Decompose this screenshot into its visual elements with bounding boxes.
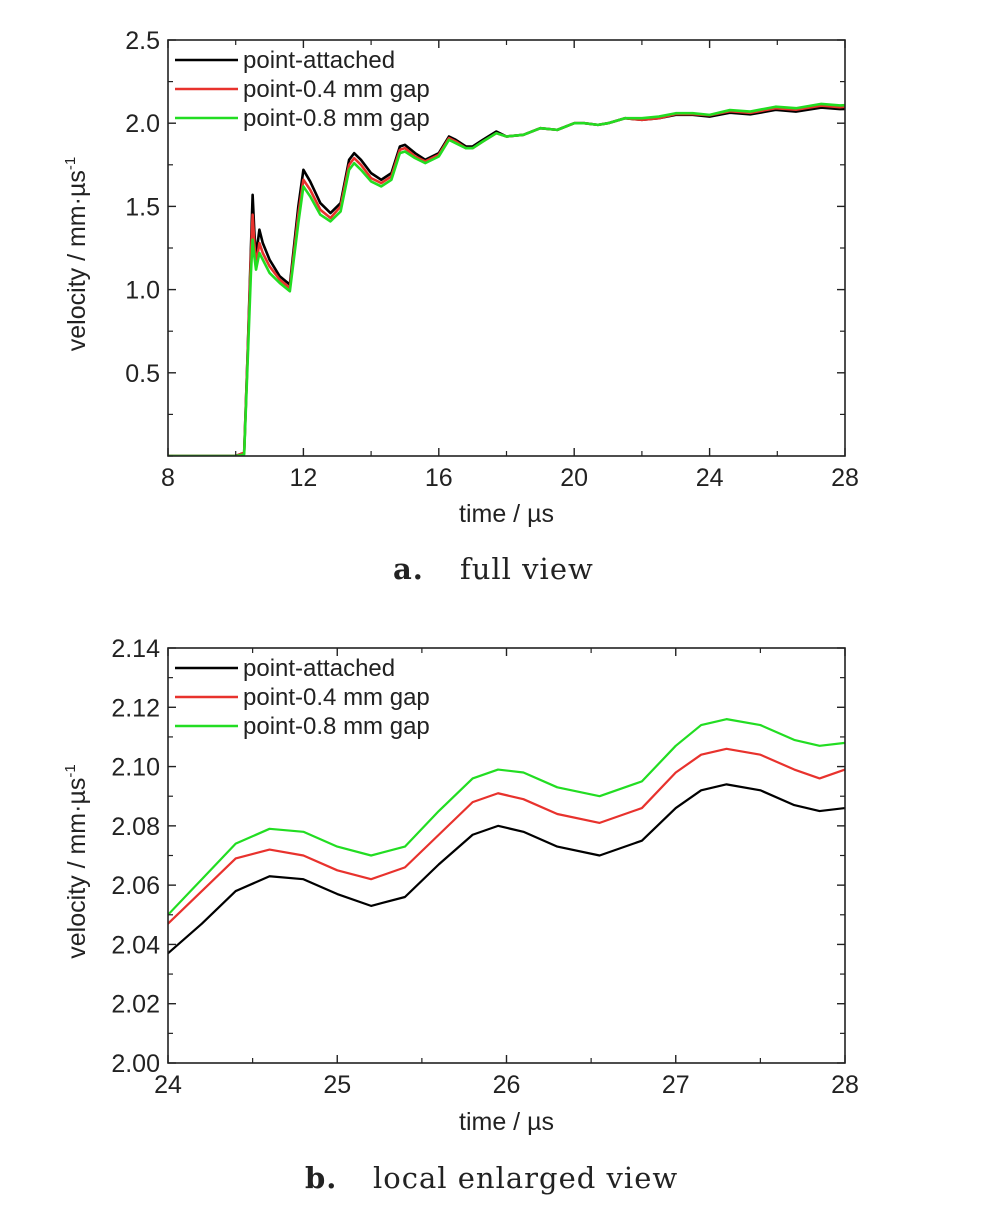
chart-b: 24 25 26 27 28 2.00 2.02 2.04 2.06 2.08 2.10 2.12 2.… bbox=[62, 635, 859, 1195]
x-tick-label: 24 bbox=[154, 1071, 182, 1099]
y-axis-title-main: velocity / mm·µs bbox=[63, 778, 91, 959]
y-tick-label: 2.12 bbox=[111, 694, 160, 722]
chart-a: 8 12 16 20 24 28 0.5 1.0 1.5 2.0 2.5 time / µs veloc… bbox=[62, 27, 859, 586]
x-tick-label: 26 bbox=[493, 1071, 521, 1099]
x-tick-label: 28 bbox=[831, 1071, 859, 1099]
x-tick-label: 12 bbox=[289, 464, 317, 492]
x-tick-label: 16 bbox=[425, 464, 453, 492]
series-group bbox=[168, 718, 845, 955]
series-line-1 bbox=[168, 106, 845, 456]
y-tick-label: 2.02 bbox=[111, 991, 160, 1019]
caption-letter: b. bbox=[305, 1161, 337, 1195]
y-tick-label: 2.06 bbox=[111, 872, 160, 900]
y-tick-label: 2.5 bbox=[125, 27, 160, 55]
legend-label-1: point-attached bbox=[243, 47, 395, 74]
y-axis-title: velocity / mm·µs-1 bbox=[62, 764, 91, 958]
legend-label-2: point-0.4 mm gap bbox=[243, 684, 430, 711]
x-tick-label: 28 bbox=[831, 464, 859, 492]
series-line-3 bbox=[168, 102, 845, 456]
x-tick-label: 24 bbox=[696, 464, 724, 492]
x-tick-label: 27 bbox=[662, 1071, 690, 1099]
series-line-1 bbox=[168, 783, 845, 955]
legend-label-2: point-0.4 mm gap bbox=[243, 76, 430, 103]
legend-label-3: point-0.8 mm gap bbox=[243, 105, 430, 132]
x-tick-label: 20 bbox=[560, 464, 588, 492]
x-axis-title: time / µs bbox=[459, 1108, 554, 1136]
y-tick-label: 2.14 bbox=[111, 635, 160, 663]
series-group bbox=[168, 102, 845, 456]
caption-letter: a. bbox=[393, 552, 424, 586]
y-tick-label: 2.00 bbox=[111, 1050, 160, 1078]
y-tick-label: 2.08 bbox=[111, 813, 160, 841]
caption-text: full view bbox=[460, 552, 594, 586]
caption-text: local enlarged view bbox=[373, 1161, 678, 1195]
y-tick-label: 1.5 bbox=[125, 193, 160, 221]
x-axis-title: time / µs bbox=[459, 500, 554, 528]
series-line-2 bbox=[168, 104, 845, 456]
legend-label-3: point-0.8 mm gap bbox=[243, 713, 430, 740]
x-tick-label: 25 bbox=[323, 1071, 351, 1099]
y-tick-label: 0.5 bbox=[125, 360, 160, 388]
series-line-3 bbox=[168, 718, 845, 916]
y-tick-label: 2.10 bbox=[111, 754, 160, 782]
y-tick-label: 2.04 bbox=[111, 931, 160, 959]
series-line-2 bbox=[168, 747, 845, 925]
x-tick-label: 8 bbox=[161, 464, 175, 492]
y-axis-title: velocity / mm·µs-1 bbox=[62, 157, 91, 351]
y-tick-label: 1.0 bbox=[125, 277, 160, 305]
legend-label-1: point-attached bbox=[243, 655, 395, 682]
y-tick-label: 2.0 bbox=[125, 110, 160, 138]
y-axis-title-superscript: -1 bbox=[62, 764, 79, 777]
y-axis-title-superscript: -1 bbox=[62, 157, 79, 170]
y-axis-title-main: velocity / mm·µs bbox=[63, 170, 91, 351]
